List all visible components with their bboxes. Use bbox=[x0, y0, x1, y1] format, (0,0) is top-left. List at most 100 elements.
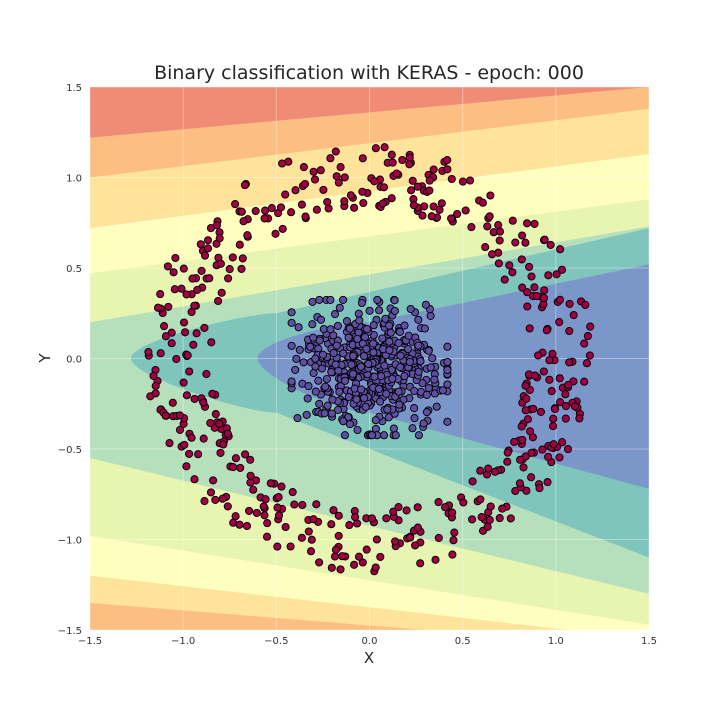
scatter-point-s0-439 bbox=[394, 338, 403, 348]
scatter-point-s0-471 bbox=[443, 365, 452, 375]
scatter-point-s0-446 bbox=[309, 333, 318, 342]
scatter-point-s0-455 bbox=[315, 295, 324, 304]
scatter-point-s1-197 bbox=[310, 175, 320, 184]
scatter-point-s1-464 bbox=[561, 390, 570, 399]
scatter-point-s1-212 bbox=[539, 294, 549, 303]
scatter-point-s0-496 bbox=[414, 341, 423, 350]
scatter-point-s0-349 bbox=[339, 417, 348, 426]
scatter-point-s0-444 bbox=[369, 348, 378, 357]
scatter-point-s1-138 bbox=[483, 222, 492, 231]
scatter-point-s1-420 bbox=[206, 418, 215, 428]
scatter-point-s1-413 bbox=[266, 479, 275, 488]
scatter-point-s1-456 bbox=[151, 389, 160, 398]
scatter-point-s1-353 bbox=[538, 445, 547, 454]
scatter-point-s1-210 bbox=[334, 531, 343, 540]
scatter-point-s0-480 bbox=[362, 344, 371, 353]
scatter-point-s0-465 bbox=[332, 341, 341, 350]
scatter-point-s1-52 bbox=[540, 286, 549, 295]
scatter-point-s1-297 bbox=[518, 231, 527, 240]
scatter-point-s1-388 bbox=[200, 251, 210, 260]
scatter-point-s1-137 bbox=[376, 552, 385, 561]
scatter-point-s0-153 bbox=[365, 306, 374, 315]
scatter-point-s0-162 bbox=[326, 295, 335, 304]
scatter-point-s0-397 bbox=[377, 372, 386, 381]
scatter-point-s0-109 bbox=[424, 383, 433, 393]
scatter-point-s1-129 bbox=[495, 514, 504, 523]
scatter-point-s1-340 bbox=[561, 414, 570, 423]
scatter-point-s1-286 bbox=[243, 231, 252, 240]
scatter-point-s1-20 bbox=[362, 545, 371, 554]
scatter-point-s1-114 bbox=[185, 449, 194, 458]
scatter-point-s1-255 bbox=[510, 437, 519, 446]
scatter-point-s1-450 bbox=[450, 528, 459, 537]
scatter-point-s1-43 bbox=[518, 283, 527, 292]
scatter-point-s0-487 bbox=[404, 344, 413, 354]
scatter-point-s1-495 bbox=[182, 290, 191, 299]
scatter-point-s1-293 bbox=[534, 351, 543, 360]
scatter-point-s1-443 bbox=[235, 240, 244, 249]
scatter-point-s1-65 bbox=[228, 253, 237, 262]
scatter-point-s1-406 bbox=[434, 498, 443, 507]
scatter-point-s1-132 bbox=[547, 387, 556, 396]
scatter-point-s0-410 bbox=[396, 351, 405, 360]
scatter-point-s0-481 bbox=[347, 360, 356, 369]
scatter-point-s1-415 bbox=[382, 514, 391, 523]
scatter-point-s1-256 bbox=[263, 519, 272, 528]
scatter-point-s1-290 bbox=[413, 503, 422, 512]
scatter-point-s1-216 bbox=[467, 223, 476, 232]
surface-band-7 bbox=[257, 264, 649, 489]
scatter-point-s0-310 bbox=[422, 390, 431, 399]
scatter-point-s1-312 bbox=[544, 452, 553, 461]
scatter-point-s0-193 bbox=[292, 354, 301, 363]
scatter-point-s1-202 bbox=[236, 463, 245, 472]
scatter-point-s1-324 bbox=[241, 450, 250, 459]
scatter-point-s1-109 bbox=[529, 404, 538, 413]
scatter-point-s0-484 bbox=[394, 387, 403, 396]
scatter-point-s1-229 bbox=[319, 185, 328, 194]
scatter-point-s1-106 bbox=[506, 514, 515, 523]
scatter-point-s1-18 bbox=[358, 558, 367, 567]
scatter-point-s0-117 bbox=[287, 308, 296, 317]
scatter-point-s0-430 bbox=[329, 349, 338, 358]
scatter-point-s1-410 bbox=[271, 229, 280, 238]
scatter-point-s0-319 bbox=[400, 321, 409, 330]
scatter-point-s0-420 bbox=[380, 361, 389, 370]
scatter-point-s1-458 bbox=[209, 476, 218, 485]
scatter-point-s1-327 bbox=[441, 503, 450, 512]
x-tick-label-4: 0.5 bbox=[455, 636, 471, 647]
scatter-point-s1-102 bbox=[407, 186, 416, 195]
scatter-point-s1-337 bbox=[561, 402, 571, 411]
scatter-point-s1-441 bbox=[276, 203, 286, 212]
scatter-point-s0-160 bbox=[299, 358, 308, 367]
scatter-point-s1-60 bbox=[556, 398, 565, 407]
scatter-point-s0-271 bbox=[419, 419, 428, 428]
scatter-point-s1-397 bbox=[202, 369, 211, 379]
scatter-point-s1-249 bbox=[398, 155, 407, 165]
scatter-point-s1-222 bbox=[175, 425, 185, 434]
scatter-point-s1-335 bbox=[466, 176, 475, 185]
scatter-point-s1-455 bbox=[336, 565, 345, 574]
scatter-point-s1-368 bbox=[246, 471, 255, 480]
scatter-point-s1-178 bbox=[246, 478, 255, 487]
scatter-point-s1-265 bbox=[476, 495, 485, 504]
scatter-point-s0-489 bbox=[341, 376, 350, 385]
scatter-point-s1-75 bbox=[291, 186, 300, 195]
scatter-point-s0-251 bbox=[369, 339, 378, 348]
scatter-point-s1-234 bbox=[197, 266, 206, 275]
scatter-point-s1-226 bbox=[545, 356, 554, 365]
scatter-point-s1-273 bbox=[240, 181, 249, 190]
scatter-point-s0-497 bbox=[388, 374, 397, 383]
scatter-point-s1-203 bbox=[316, 166, 325, 175]
scatter-points bbox=[144, 143, 595, 576]
scatter-point-s0-498 bbox=[321, 382, 330, 391]
scatter-point-s1-326 bbox=[331, 545, 340, 554]
scatter-point-s1-136 bbox=[394, 503, 403, 512]
scatter-point-s0-342 bbox=[391, 431, 400, 440]
scatter-point-s0-363 bbox=[303, 394, 312, 403]
scatter-point-s1-477 bbox=[411, 541, 420, 550]
scatter-point-s1-241 bbox=[484, 464, 493, 473]
scatter-point-s1-113 bbox=[418, 211, 427, 220]
scatter-point-s1-473 bbox=[406, 533, 415, 542]
scatter-point-s1-449 bbox=[367, 514, 376, 523]
scatter-point-s1-375 bbox=[206, 224, 215, 233]
